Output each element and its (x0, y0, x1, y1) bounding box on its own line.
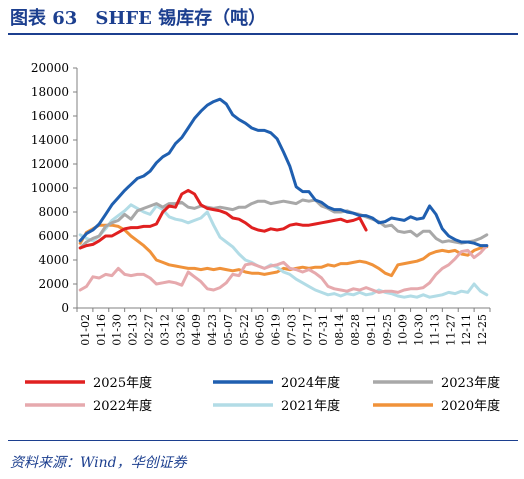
x-tick-label: 07-17 (301, 314, 314, 346)
y-tick-label: 0 (61, 301, 69, 315)
x-tick-label: 06-05 (254, 314, 267, 346)
x-tick-label: 07-03 (285, 314, 298, 346)
y-tick-label: 12000 (31, 157, 69, 171)
source-note: 资料来源：Wind，华创证券 (10, 455, 187, 471)
series-line-5 (78, 223, 489, 278)
legend-label: 2024年度 (281, 375, 340, 391)
x-tick-label: 12-25 (476, 314, 489, 346)
legend-label: 2023年度 (441, 375, 500, 391)
x-tick-label: 12-11 (460, 314, 473, 346)
y-tick-label: 20000 (31, 61, 69, 75)
x-tick-label: 02-13 (127, 314, 140, 346)
x-tick-label: 09-25 (381, 314, 394, 346)
x-tick-label: 07-31 (317, 314, 330, 346)
series-line-4 (78, 203, 489, 299)
x-tick-label: 11-27 (444, 314, 457, 346)
y-tick-label: 2000 (38, 277, 69, 291)
y-tick-label: 18000 (31, 85, 69, 99)
x-tick-label: 10-30 (413, 314, 426, 346)
x-tick-label: 10-09 (397, 314, 410, 346)
tin-inventory-chart: 0 2000 4000 6000 8000 10000 12000 14000 16000 180… (25, 61, 500, 414)
x-tick-label: 11-13 (428, 314, 441, 346)
x-tick-label: 04-23 (206, 314, 219, 346)
series-line-2 (78, 198, 489, 250)
y-tick-label: 10000 (31, 181, 69, 195)
y-tick-label: 6000 (38, 229, 69, 243)
legend-label: 2022年度 (93, 398, 152, 414)
x-tick-label: 05-07 (222, 314, 235, 346)
x-tick-label: 04-09 (190, 314, 203, 346)
x-tick-label: 02-27 (142, 314, 155, 346)
series-line-1 (78, 97, 489, 248)
x-tick-label: 01-30 (111, 314, 124, 346)
y-tick-label: 14000 (31, 133, 69, 147)
series-line-0 (78, 188, 368, 250)
x-tick-label: 03-12 (158, 314, 171, 346)
x-tick-label: 08-28 (349, 314, 362, 346)
x-tick-label: 01-16 (95, 314, 108, 346)
x-tick-label: 05-22 (238, 314, 251, 346)
x-tick-label: 03-26 (174, 314, 187, 346)
legend-label: 2025年度 (93, 375, 152, 391)
title-divider (8, 33, 518, 35)
x-tick-label: 01-02 (79, 314, 92, 346)
y-tick-label: 8000 (38, 205, 69, 219)
series-layer (78, 97, 489, 299)
x-tick-label: 08-14 (333, 314, 346, 346)
legend-label: 2021年度 (281, 398, 340, 414)
x-axis: 01-02 01-16 01-30 02-13 02-27 03-12 03-26 04-09… (76, 307, 491, 346)
chart-title: 图表 63 SHFE 锡库存（吨） (10, 8, 267, 29)
series-line-3 (78, 244, 489, 294)
y-tick-label: 4000 (38, 253, 69, 267)
x-tick-label: 09-11 (365, 314, 378, 346)
y-axis: 0 2000 4000 6000 8000 10000 12000 14000 16000 180… (31, 61, 78, 315)
y-tick-label: 16000 (31, 109, 69, 123)
legend: 2025年度 2024年度 2023年度 2022年度 2021年度 2020年度 (25, 375, 500, 414)
source-divider (8, 440, 518, 441)
legend-label: 2020年度 (441, 398, 500, 414)
x-tick-label: 06-19 (270, 314, 283, 346)
